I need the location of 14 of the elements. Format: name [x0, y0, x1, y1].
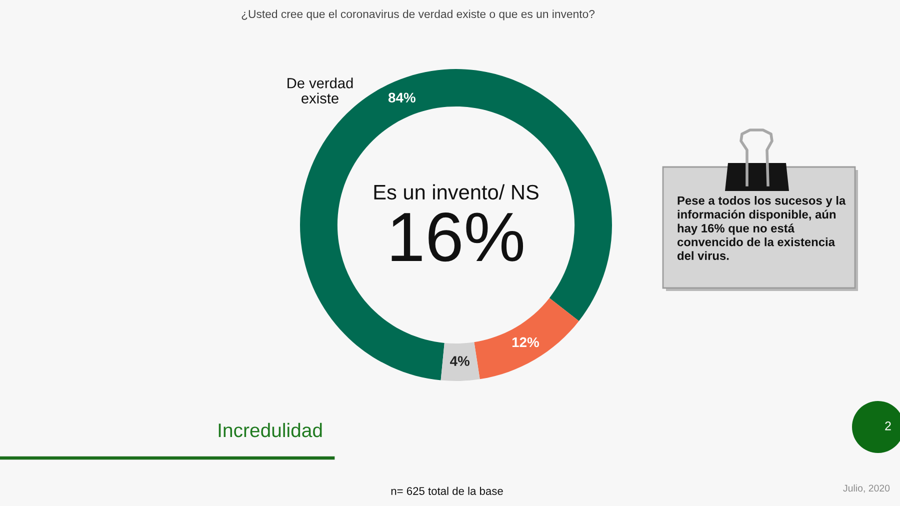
text: Pese a todos los sucesos y la información disponible, aún hay 16% que no está convencido de la existencia del virus.: [677, 196, 846, 260]
data-label: 4%: [450, 356, 470, 366]
slice-label: De verdad existe: [288, 78, 353, 104]
text: Incredulidad: [218, 422, 322, 438]
text: 2: [885, 422, 891, 430]
donut-slice: [440, 342, 480, 381]
text: Es un invento/ NS: [374, 184, 538, 200]
data-label: 12%: [512, 337, 539, 348]
text: 16%: [392, 212, 524, 262]
donut-slice: [474, 298, 579, 380]
text: Julio, 2020: [843, 484, 890, 493]
data-label: 84%: [388, 92, 416, 103]
text: n= 625 total de la base: [391, 486, 503, 495]
chart-title: ¿Usted cree que el coronavirus de verdad existe o que es un invento?: [242, 10, 595, 20]
